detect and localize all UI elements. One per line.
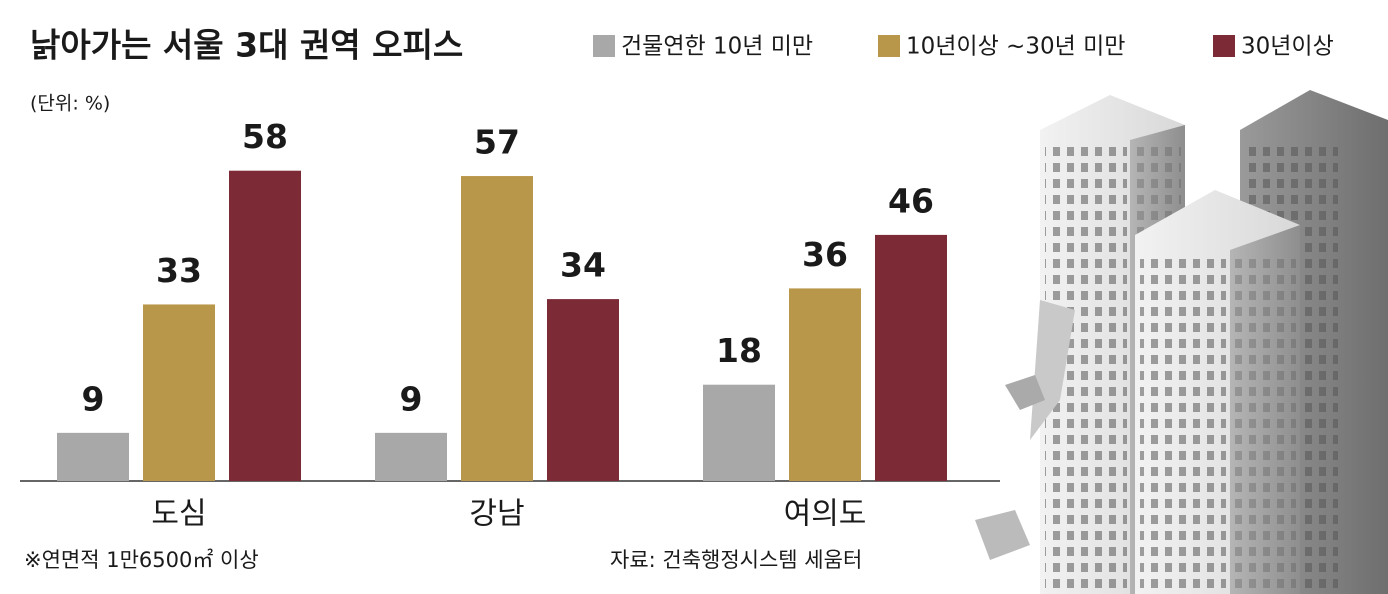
x-tick-label: 여의도 [784,497,867,532]
bar [229,170,301,481]
legend-swatch [1213,35,1235,57]
x-tick-label: 도심 [151,497,206,532]
value-label: 33 [156,251,202,290]
x-tick-label: 강남 [469,497,524,532]
illustration [975,90,1388,594]
source: 자료: 건축행정시스템 세움터 [610,548,862,572]
legend-label: 10년이상 ~30년 미만 [906,34,1125,60]
value-label: 57 [474,123,520,162]
value-label: 46 [888,181,934,220]
unit-label: (단위: %) [30,93,110,115]
legend-swatch [593,35,615,57]
value-label: 9 [82,379,105,418]
note: ※연면적 1만6500㎡ 이상 [24,548,259,572]
bar [375,432,447,481]
chart-title: 낡아가는 서울 3대 권역 오피스 [30,26,463,65]
legend-label: 30년이상 [1241,34,1334,60]
value-label: 34 [560,246,606,285]
legend-swatch [878,35,900,57]
bar [461,176,533,482]
bar [547,299,619,481]
value-label: 36 [802,235,848,274]
bar [703,384,775,481]
bar [875,234,947,481]
value-label: 9 [400,379,423,418]
bar [789,288,861,481]
bar [143,304,215,481]
value-label: 18 [716,331,762,370]
bar [57,432,129,481]
legend-label: 건물연한 10년 미만 [621,34,813,60]
value-label: 58 [242,117,288,156]
